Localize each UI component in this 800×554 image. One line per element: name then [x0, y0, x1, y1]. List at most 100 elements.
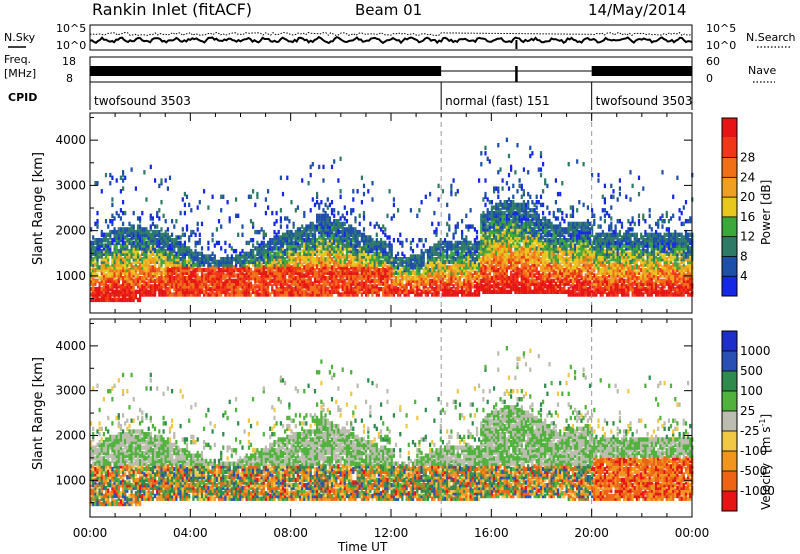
freq-label: Freq. [4, 53, 31, 66]
power-cell [126, 227, 129, 232]
power-cell [284, 289, 287, 294]
power-cell [554, 254, 557, 259]
power-cell [92, 276, 95, 281]
power-cell [443, 289, 447, 294]
power-cell [294, 286, 297, 292]
power-cell [316, 254, 319, 259]
power-cell [160, 248, 163, 254]
power-cell [196, 276, 199, 281]
power-cell [354, 246, 357, 251]
power-cell [160, 246, 163, 251]
power-cell [384, 278, 387, 284]
power-cell [345, 210, 349, 216]
power-cell [160, 257, 163, 262]
power-cell [405, 259, 408, 265]
power-cell [126, 289, 129, 294]
power-cell [158, 289, 161, 294]
power-cell [141, 262, 144, 267]
power-cell [531, 273, 534, 278]
power-cell [90, 292, 93, 297]
power-cell [365, 284, 368, 289]
power-cell [316, 240, 319, 246]
power-cell [527, 227, 530, 232]
power-cell [399, 257, 402, 262]
power-cell [497, 232, 500, 237]
power-cell [375, 243, 378, 248]
power-cell [520, 251, 523, 256]
power-cell [262, 243, 265, 248]
power-cell [535, 286, 538, 292]
power-cell [117, 235, 120, 240]
power-cell [426, 281, 430, 286]
power-cell [348, 224, 351, 229]
power-cell [92, 235, 95, 240]
power-cell [473, 278, 476, 284]
power-cell [439, 251, 442, 256]
power-cell [160, 273, 163, 278]
power-cell [375, 248, 378, 254]
power-cell [354, 235, 357, 240]
power-cell [267, 273, 270, 278]
power-cell [392, 278, 395, 284]
power-cell [382, 248, 385, 254]
power-cell [224, 259, 227, 265]
power-cell [205, 292, 208, 297]
power-cell [512, 200, 515, 205]
power-cell [326, 248, 329, 254]
power-cell [456, 286, 459, 292]
power-cell [426, 286, 430, 292]
power-cell [499, 202, 502, 208]
power-cell [284, 257, 287, 262]
power-cell [292, 243, 295, 248]
power-cell [510, 202, 513, 208]
power-cell [324, 232, 327, 237]
power-cell [102, 286, 105, 292]
power-cell [160, 238, 163, 243]
power-cell [384, 257, 387, 262]
power-cell [362, 276, 366, 281]
power-cell [320, 259, 323, 265]
power-cell [522, 213, 525, 218]
power-cell [360, 267, 363, 273]
power-cell [490, 210, 493, 216]
power-cell [154, 292, 157, 297]
power-cell [456, 243, 459, 248]
power-cell [456, 273, 459, 278]
power-cell [313, 251, 317, 256]
power-cell [358, 229, 361, 235]
power-cell [343, 235, 346, 240]
power-cell [529, 213, 532, 218]
power-cell [529, 257, 532, 262]
power-cell [185, 194, 189, 199]
power-cell [147, 243, 150, 248]
power-cell [345, 232, 349, 237]
power-cell [561, 238, 564, 243]
power-cell [124, 265, 127, 270]
power-cell [350, 284, 353, 289]
power-cell [356, 281, 359, 286]
power-cell [107, 278, 110, 284]
power-cell [514, 278, 517, 284]
power-cell [136, 246, 140, 251]
power-cell [524, 235, 528, 240]
power-cell [542, 202, 545, 208]
power-cell [92, 248, 95, 254]
power-cell [433, 257, 436, 262]
power-cell [230, 292, 233, 297]
power-cell [335, 235, 338, 240]
power-cell [330, 208, 334, 213]
power-cell [563, 276, 566, 281]
power-cell [561, 270, 564, 275]
power-cell [303, 284, 306, 289]
power-cell [94, 254, 97, 259]
power-cell [107, 240, 110, 246]
power-cell [397, 289, 400, 294]
power-cell [456, 262, 459, 267]
power-cell [128, 240, 131, 246]
power-cell [143, 251, 146, 256]
power-cell [200, 221, 204, 227]
power-cell [288, 243, 291, 248]
power-cell [480, 243, 483, 248]
power-cell [301, 257, 304, 262]
power-cell [480, 286, 483, 292]
